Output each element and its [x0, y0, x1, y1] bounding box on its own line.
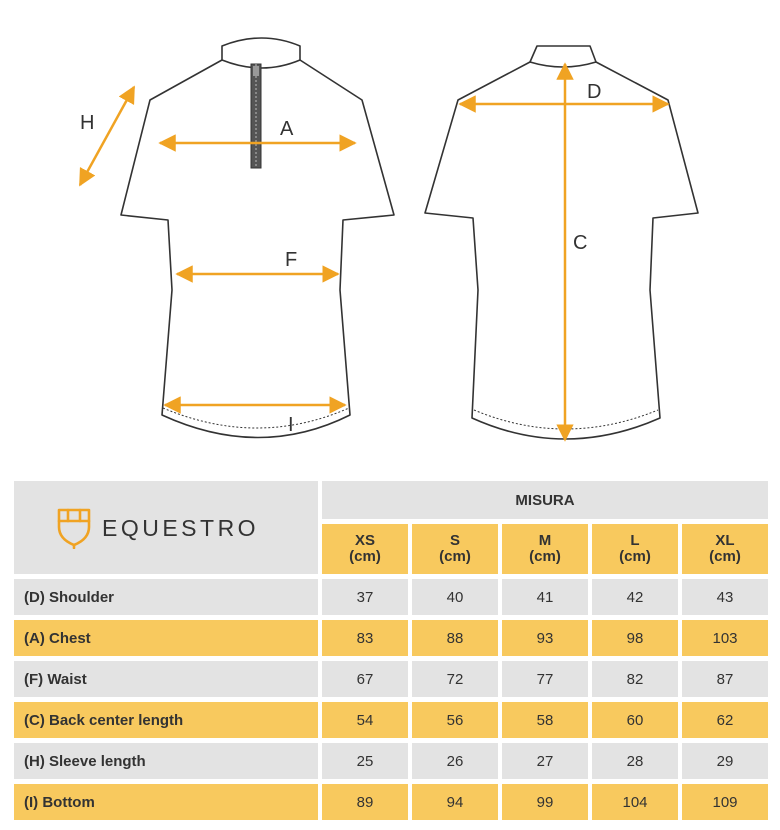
measurement-value: 60 — [592, 702, 678, 738]
measurement-label: (D) Shoulder — [14, 579, 318, 615]
table-row: (H) Sleeve length 25 26 27 28 29 — [14, 743, 768, 779]
size-unit: (cm) — [619, 548, 651, 565]
size-header-row: XS (cm) S (cm) M (cm) L (cm) XL (cm) — [14, 524, 768, 574]
measurement-value: 72 — [412, 661, 498, 697]
measurement-value: 29 — [682, 743, 768, 779]
measurement-value: 26 — [412, 743, 498, 779]
table-row: (D) Shoulder 37 40 41 42 43 — [14, 579, 768, 615]
brand-cell: EQUESTRO — [14, 481, 318, 574]
measurement-value: 83 — [322, 620, 408, 656]
size-label: L — [630, 532, 640, 549]
arrow-h — [78, 85, 136, 187]
size-unit: (cm) — [439, 548, 471, 565]
measurement-label: (F) Waist — [14, 661, 318, 697]
label-i: I — [288, 414, 294, 436]
measurement-value: 109 — [682, 784, 768, 820]
label-f: F — [285, 249, 297, 271]
measurement-value: 27 — [502, 743, 588, 779]
size-header-s: S (cm) — [412, 524, 498, 574]
measurement-arrows — [78, 62, 670, 442]
zipper — [250, 63, 262, 169]
measurement-value: 41 — [502, 579, 588, 615]
measurement-label: (H) Sleeve length — [14, 743, 318, 779]
brand-name: EQUESTRO — [102, 514, 260, 541]
measurement-value: 58 — [502, 702, 588, 738]
measurement-value: 103 — [682, 620, 768, 656]
size-label: M — [538, 532, 552, 549]
shield-logo-icon — [57, 508, 91, 549]
measurement-value: 87 — [682, 661, 768, 697]
measurement-value: 40 — [412, 579, 498, 615]
size-label: XS — [354, 532, 375, 549]
size-unit: (cm) — [349, 548, 381, 565]
size-header-xs: XS (cm) — [322, 524, 408, 574]
size-chart-table: EQUESTRO MISURA XS (cm) S (cm) M (cm) L (cm) XL(… — [10, 476, 772, 825]
size-header-m: M (cm) — [502, 524, 588, 574]
table-row: (C) Back center length 54 56 58 60 62 — [14, 702, 768, 738]
measurement-value: 43 — [682, 579, 768, 615]
table-row: (I) Bottom 89 94 99 104 109 — [14, 784, 768, 820]
measurement-value: 56 — [412, 702, 498, 738]
label-a: A — [280, 118, 294, 140]
size-label: XL — [715, 532, 735, 549]
measurement-label: (A) Chest — [14, 620, 318, 656]
shirt-measurement-diagram: A F I H D C — [78, 37, 699, 442]
measurement-value: 82 — [592, 661, 678, 697]
measurement-value: 88 — [412, 620, 498, 656]
measurement-value: 42 — [592, 579, 678, 615]
size-header-xl: XL (cm) — [682, 524, 768, 574]
table-row: (A) Chest 83 88 93 98 103 — [14, 620, 768, 656]
measurement-label: (C) Back center length — [14, 702, 318, 738]
label-h: H — [80, 112, 94, 134]
label-d: D — [587, 81, 601, 103]
measurement-value: 28 — [592, 743, 678, 779]
measurement-value: 104 — [592, 784, 678, 820]
measurement-value: 67 — [322, 661, 408, 697]
measurement-value: 98 — [592, 620, 678, 656]
measurement-value: 89 — [322, 784, 408, 820]
size-unit: (cm) — [529, 548, 561, 565]
measurement-value: 99 — [502, 784, 588, 820]
size-unit: (cm) — [709, 548, 741, 565]
measurement-value: 37 — [322, 579, 408, 615]
table-row: (F) Waist 67 72 77 82 87 — [14, 661, 768, 697]
front-shirt-outline — [120, 37, 395, 439]
label-c: C — [573, 232, 587, 254]
size-header-l: L (cm) — [592, 524, 678, 574]
measurement-value: 77 — [502, 661, 588, 697]
measurement-value: 94 — [412, 784, 498, 820]
measurement-value: 93 — [502, 620, 588, 656]
measurement-label: (I) Bottom — [14, 784, 318, 820]
size-label: S — [449, 532, 460, 549]
misura-header: MISURA — [322, 481, 768, 519]
measurement-value: 54 — [322, 702, 408, 738]
measurement-value: 62 — [682, 702, 768, 738]
measurement-value: 25 — [322, 743, 408, 779]
